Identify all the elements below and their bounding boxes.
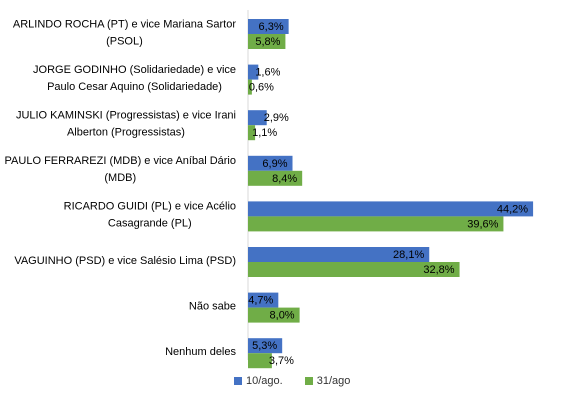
data-label-series-1-cat-8: 5,3%	[252, 340, 277, 352]
category-label-5-line-2: Casagrande (PL)	[108, 218, 192, 230]
bar-series-1-cat-4	[248, 155, 293, 171]
category-label-2-line-1: JORGE GODINHO (Solidariedade) e vice	[33, 64, 236, 76]
legend-item-series-1: 10/ago.	[234, 375, 283, 387]
legend-swatch-series-1	[234, 377, 242, 385]
category-label-3-line-2: Alberton (Progressistas)	[67, 127, 185, 139]
bar-series-2-cat-2	[248, 79, 252, 95]
legend-swatch-series-2	[304, 377, 313, 385]
data-label-series-2-cat-3: 1,1%	[252, 127, 277, 139]
data-label-series-1-cat-3: 2,9%	[264, 112, 289, 124]
data-label-series-1-cat-6: 28,1%	[393, 249, 424, 261]
bars	[248, 19, 534, 369]
bar-series-1-cat-2	[248, 64, 259, 80]
category-label-1-line-1: ARLINDO ROCHA (PT) e vice Mariana Sartor	[13, 18, 236, 30]
data-label-series-2-cat-8: 3,7%	[269, 355, 294, 367]
legend-label-series-2: 31/ago	[316, 375, 351, 387]
legend-label-series-1: 10/ago.	[246, 375, 283, 387]
category-label-1-line-2: (PSOL)	[106, 35, 143, 47]
category-label-5-line-1: RICARDO GUIDI (PL) e vice Acélio	[64, 201, 236, 213]
data-label-series-2-cat-7: 8,0%	[270, 310, 295, 322]
category-label-8-line-1: Nenhum deles	[165, 346, 236, 358]
bar-series-2-cat-3	[248, 125, 256, 141]
data-label-series-1-cat-5: 44,2%	[497, 203, 528, 215]
data-label-series-1-cat-4: 6,9%	[262, 158, 287, 170]
bar-series-1-cat-1	[248, 19, 289, 34]
bar-series-1-cat-5	[248, 201, 534, 217]
legend: 10/ago. 31/ago	[234, 375, 350, 387]
category-label-4-line-2: (MDB)	[104, 172, 136, 184]
category-label-7-line-1: Não sabe	[189, 300, 236, 312]
category-label-3-line-1: JULIO KAMINSKI (Progressistas) e vice Ir…	[16, 110, 236, 122]
bar-series-2-cat-4	[248, 170, 303, 186]
bar-series-2-cat-1	[248, 34, 286, 49]
bar-series-1-cat-8	[248, 338, 283, 354]
data-labels: 6,3% 5,8% 1,6% 0,6% 2,9% 1,1% 6,9% 8,4% 44,2% 39,…	[248, 21, 528, 367]
bar-series-2-cat-6	[248, 262, 460, 277]
data-label-series-2-cat-2: 0,6%	[249, 82, 274, 94]
bar-series-2-cat-5	[248, 216, 504, 232]
data-label-series-2-cat-1: 5,8%	[255, 36, 280, 48]
data-label-series-1-cat-1: 6,3%	[259, 21, 284, 33]
data-label-series-2-cat-4: 8,4%	[272, 173, 297, 185]
data-label-series-1-cat-7: 4,7%	[248, 295, 273, 307]
category-label-2-line-2: Paulo Cesar Aquino (Solidariedade)	[47, 81, 222, 93]
data-label-series-2-cat-5: 39,6%	[467, 218, 498, 230]
category-label-4-line-1: PAULO FERRAREZI (MDB) e vice Aníbal Dári…	[5, 155, 236, 167]
bar-series-1-cat-7	[248, 292, 279, 308]
legend-item-series-2: 31/ago	[304, 375, 351, 387]
bar-series-2-cat-7	[248, 307, 300, 323]
bar-series-2-cat-8	[248, 353, 272, 369]
bar-series-1-cat-3	[248, 110, 267, 126]
data-label-series-2-cat-6: 32,8%	[423, 264, 454, 276]
category-labels: ARLINDO ROCHA (PT) e vice Mariana Sartor…	[5, 18, 237, 358]
data-label-series-1-cat-2: 1,6%	[255, 67, 280, 79]
bar-series-1-cat-6	[248, 247, 430, 262]
category-label-6-line-1: VAGUINHO (PSD) e vice Salésio Lima (PSD)	[14, 255, 236, 267]
